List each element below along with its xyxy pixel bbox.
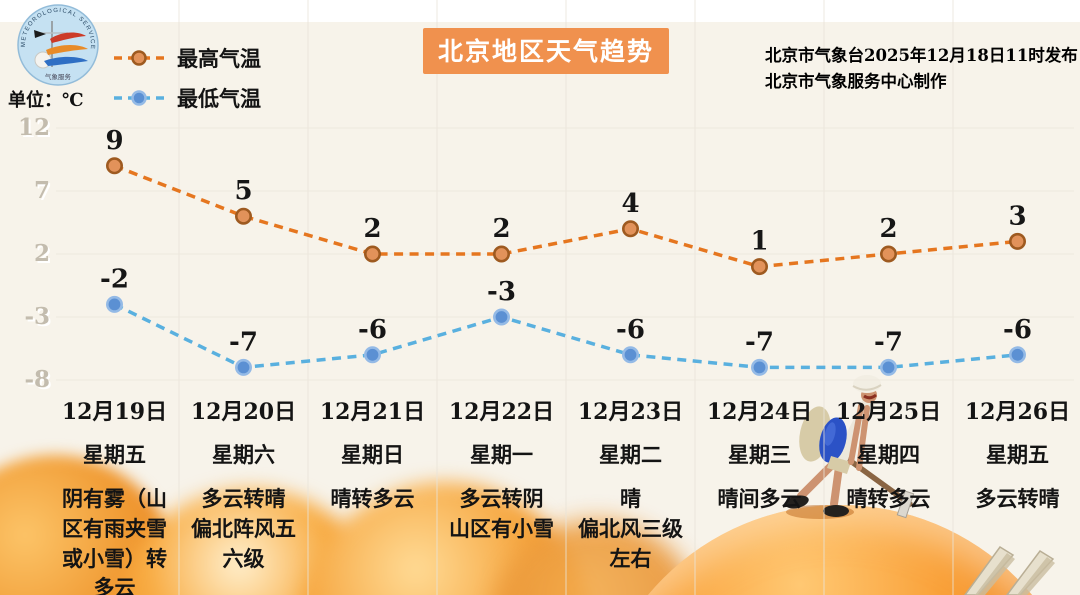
miniature-worker-figurine: [785, 375, 915, 519]
day-date: 12月26日: [964, 399, 1071, 425]
low-temp-line-icon: [114, 90, 164, 106]
publisher-line-1: 北京市气象台2025年12月18日11时发布: [765, 46, 1078, 65]
day-date: 12月24日: [706, 399, 813, 425]
legend-item-low: 最低气温: [113, 81, 261, 115]
day-column: 12月25日 星期四晴转多云: [824, 394, 953, 514]
day-column: 12月19日 星期五阴有雾（山区有雨夹雪或小雪）转多云: [50, 394, 179, 595]
unit-label: 单位：℃: [8, 90, 84, 111]
day-column: 12月21日 星期日晴转多云: [308, 394, 437, 514]
day-column: 12月24日 星期三晴间多云: [695, 394, 824, 514]
day-condition: 晴转多云: [330, 486, 415, 511]
day-condition: 多云转阴 山区有小雪: [449, 486, 554, 541]
day-column: 12月26日 星期五多云转晴: [953, 394, 1080, 514]
day-condition: 多云转晴 偏北阵风五六级: [191, 486, 296, 571]
legend-item-high: 最高气温: [113, 41, 261, 75]
day-weekday: 星期一: [470, 442, 533, 467]
day-weekday: 星期二: [599, 442, 662, 467]
day-column: 12月22日 星期一多云转阴 山区有小雪: [437, 394, 566, 544]
day-date: 12月22日: [448, 399, 555, 425]
day-condition: 晴 偏北风三级左右: [578, 486, 683, 571]
beijing-meteorological-service-logo: METEOROLOGICAL SERVICE 气象服务: [17, 4, 99, 86]
day-date: 12月25日: [835, 399, 942, 425]
day-condition: 晴转多云: [846, 486, 931, 511]
day-date: 12月21日: [319, 399, 426, 425]
legend-label-low: 最低气温: [177, 88, 261, 111]
day-condition: 晴间多云: [717, 486, 802, 511]
day-column: 12月23日 星期二晴 偏北风三级左右: [566, 394, 695, 573]
publisher-info: 北京市气象台2025年12月18日11时发布 北京市气象服务中心制作: [765, 43, 1078, 94]
day-weekday: 星期日: [341, 442, 404, 467]
day-weekday: 星期四: [857, 442, 920, 467]
day-weekday: 星期五: [83, 442, 146, 467]
day-date: 12月19日: [61, 399, 168, 425]
chart-legend: 最高气温 最低气温: [113, 41, 261, 121]
day-date: 12月23日: [577, 399, 684, 425]
publisher-line-2: 北京市气象服务中心制作: [765, 71, 947, 91]
day-weekday: 星期三: [728, 442, 791, 467]
day-date: 12月20日: [190, 399, 297, 425]
day-weekday: 星期五: [986, 442, 1049, 467]
page-title: 北京地区天气趋势: [422, 28, 670, 74]
top-white-strip: [0, 0, 1080, 22]
day-condition: 阴有雾（山区有雨夹雪或小雪）转多云: [62, 486, 167, 595]
wooden-planks: [964, 545, 1055, 595]
high-temp-line-icon: [114, 50, 164, 66]
day-weekday: 星期六: [212, 442, 275, 467]
day-column: 12月20日 星期六多云转晴 偏北阵风五六级: [179, 394, 308, 573]
day-condition: 多云转晴: [975, 486, 1060, 511]
svg-text:气象服务: 气象服务: [45, 72, 72, 81]
legend-label-high: 最高气温: [177, 48, 261, 71]
